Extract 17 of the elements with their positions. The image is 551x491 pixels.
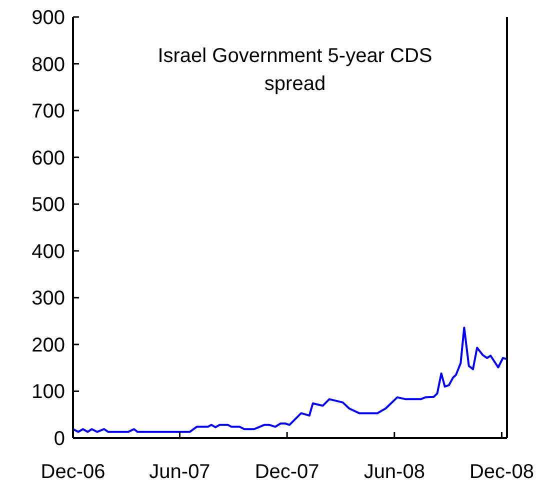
y-tick-label: 800 [32, 54, 65, 76]
x-tick-label: Dec-08 [469, 461, 534, 483]
y-tick-label: 0 [54, 428, 65, 450]
x-tick-label: Jun-08 [364, 461, 425, 483]
y-tick-label: 900 [32, 7, 65, 29]
x-tick-label: Dec-07 [254, 461, 320, 483]
line-series [72, 326, 508, 433]
y-tick-label: 600 [32, 147, 65, 170]
y-tick-label: 100 [32, 381, 65, 404]
y-tick-label: 400 [32, 240, 65, 263]
x-tick-label: Jun-07 [149, 461, 210, 483]
y-tick-label: 700 [32, 100, 65, 123]
y-tick-label: 300 [32, 288, 65, 310]
text: Israel Government 5-year CDS spread [158, 45, 432, 95]
y-tick-label: 200 [32, 334, 65, 356]
y-tick-label: 500 [32, 194, 65, 216]
x-tick-label: Dec-06 [40, 461, 106, 483]
